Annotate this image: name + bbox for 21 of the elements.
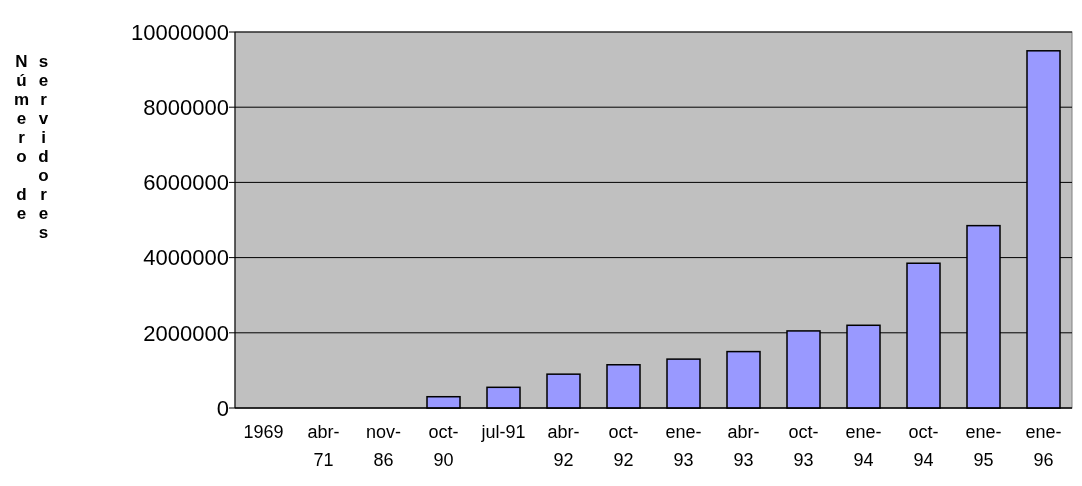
y-tick-label: 4000000 — [143, 245, 229, 271]
x-tick-label: oct-90 — [428, 422, 459, 470]
x-tick-label: ene-93 — [665, 422, 702, 470]
x-tick-label: ene-94 — [845, 422, 882, 470]
x-tick-label: abr-92 — [547, 422, 580, 470]
x-tick-label: jul-91 — [480, 422, 526, 442]
y-tick-label: 10000000 — [131, 19, 229, 45]
y-tick-label: 2000000 — [143, 320, 229, 346]
x-tick-label: ene-96 — [1025, 422, 1062, 470]
x-tick-label: ene-95 — [965, 422, 1002, 470]
y-tick-label: 0 — [216, 395, 229, 421]
x-tick-label: nov-86 — [365, 422, 402, 470]
x-tick-label: abr-93 — [727, 422, 760, 470]
y-tick-label: 6000000 — [143, 170, 229, 196]
x-tick-label: 1969 — [243, 422, 284, 442]
y-axis-title: Número de servidores — [11, 52, 54, 244]
x-tick-label: oct-93 — [788, 422, 819, 470]
x-tick-label: oct-92 — [608, 422, 639, 470]
y-tick-label: 8000000 — [143, 94, 229, 120]
x-tick-label: abr-71 — [307, 422, 340, 470]
x-tick-label: oct-94 — [908, 422, 939, 470]
